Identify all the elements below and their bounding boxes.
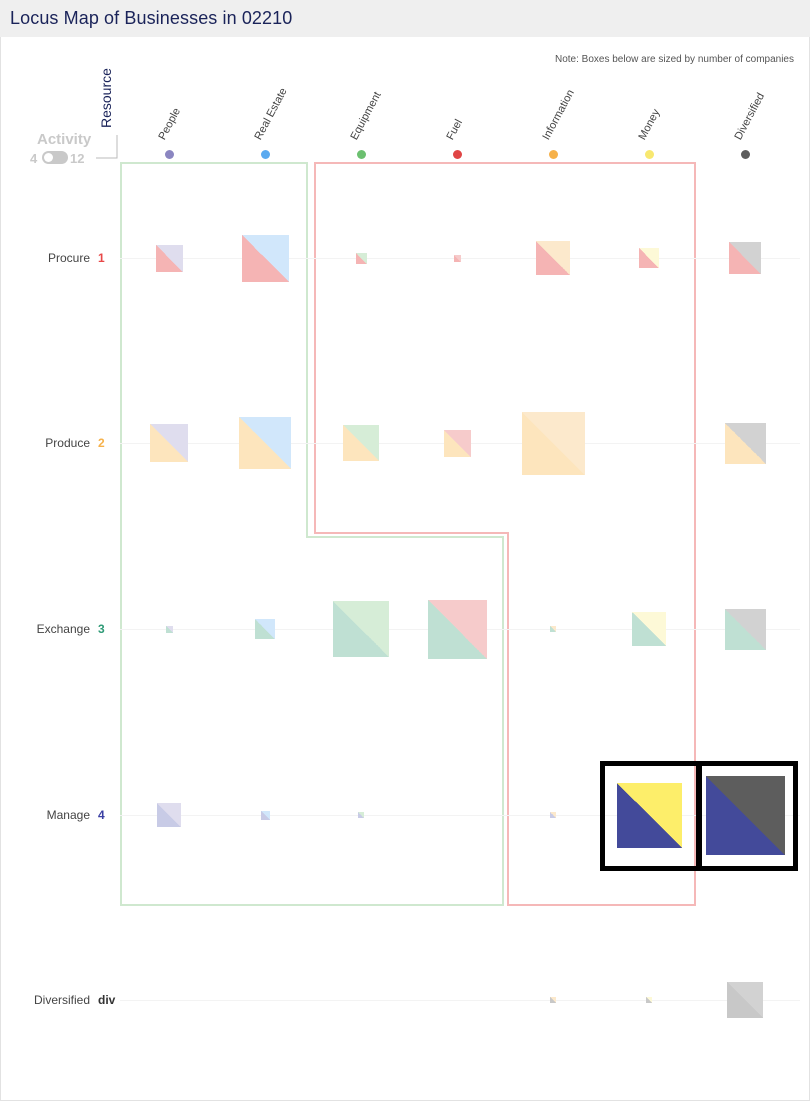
cell-produce-diversified[interactable] bbox=[724, 422, 766, 464]
cell-exchange-fuel[interactable] bbox=[427, 599, 487, 659]
cell-produce-information[interactable] bbox=[521, 411, 585, 475]
cell-exchange-money[interactable] bbox=[632, 612, 666, 646]
row-label-manage: Manage bbox=[46, 808, 90, 822]
cell-manage-diversified[interactable] bbox=[705, 775, 785, 855]
row-label-exchange: Exchange bbox=[36, 622, 90, 636]
cell-manage-money[interactable] bbox=[616, 782, 682, 848]
cell-exchange-real-estate[interactable] bbox=[255, 619, 275, 639]
column-dot-real-estate bbox=[260, 150, 270, 159]
toggle-max-label: 12 bbox=[70, 151, 85, 166]
cell-exchange-diversified[interactable] bbox=[724, 608, 766, 650]
row-number-manage: 4 bbox=[98, 808, 105, 822]
column-dot-diversified bbox=[740, 150, 750, 159]
cell-procure-equipment[interactable] bbox=[355, 252, 367, 264]
selection-box[interactable] bbox=[696, 761, 798, 871]
header-bar: Locus Map of Businesses in 02210 bbox=[0, 0, 810, 37]
cell-exchange-equipment[interactable] bbox=[333, 601, 389, 657]
row-number-diversified: div bbox=[98, 993, 116, 1007]
cell-diversified-information[interactable] bbox=[550, 997, 556, 1003]
cell-procure-fuel[interactable] bbox=[453, 254, 461, 262]
row-gridline bbox=[120, 1000, 800, 1001]
selection-box[interactable] bbox=[600, 761, 702, 871]
cell-manage-equipment[interactable] bbox=[358, 812, 364, 818]
cell-procure-diversified[interactable] bbox=[729, 242, 761, 274]
cell-manage-information[interactable] bbox=[550, 812, 556, 818]
cell-diversified-money[interactable] bbox=[646, 997, 652, 1003]
green-region-outline bbox=[120, 162, 504, 906]
toggle-knob[interactable] bbox=[44, 153, 53, 162]
cell-procure-money[interactable] bbox=[639, 248, 659, 268]
column-dot-equipment bbox=[356, 150, 366, 159]
column-dot-fuel bbox=[452, 150, 462, 159]
cell-exchange-people[interactable] bbox=[165, 625, 173, 633]
column-dot-people bbox=[164, 150, 174, 159]
size-note: Note: Boxes below are sized by number of… bbox=[554, 54, 794, 65]
row-label-produce: Produce bbox=[45, 436, 90, 450]
row-label-procure: Procure bbox=[47, 251, 90, 265]
cell-produce-fuel[interactable] bbox=[443, 429, 471, 457]
row-gridline bbox=[120, 815, 800, 816]
cell-procure-people[interactable] bbox=[155, 244, 183, 272]
row-number-exchange: 3 bbox=[98, 622, 105, 636]
activity-toggle[interactable] bbox=[42, 151, 68, 164]
cell-procure-information[interactable] bbox=[536, 241, 570, 275]
red-region-outline bbox=[314, 162, 696, 906]
cell-produce-equipment[interactable] bbox=[343, 425, 379, 461]
activity-axis-label: Activity bbox=[37, 131, 92, 148]
cell-procure-real-estate[interactable] bbox=[241, 234, 289, 282]
row-number-produce: 2 bbox=[98, 436, 105, 450]
cell-manage-real-estate[interactable] bbox=[260, 810, 270, 820]
cell-exchange-information[interactable] bbox=[550, 626, 556, 632]
cell-produce-people[interactable] bbox=[150, 424, 188, 462]
cell-manage-people[interactable] bbox=[157, 803, 181, 827]
row-label-diversified: Diversified bbox=[33, 993, 90, 1007]
page-title: Locus Map of Businesses in 02210 bbox=[10, 8, 293, 28]
row-number-procure: 1 bbox=[98, 251, 105, 265]
column-dot-information bbox=[548, 150, 558, 159]
cell-diversified-diversified[interactable] bbox=[727, 982, 763, 1018]
column-dot-money bbox=[644, 150, 654, 159]
cell-produce-real-estate[interactable] bbox=[239, 417, 291, 469]
toggle-min-label: 4 bbox=[30, 151, 38, 166]
